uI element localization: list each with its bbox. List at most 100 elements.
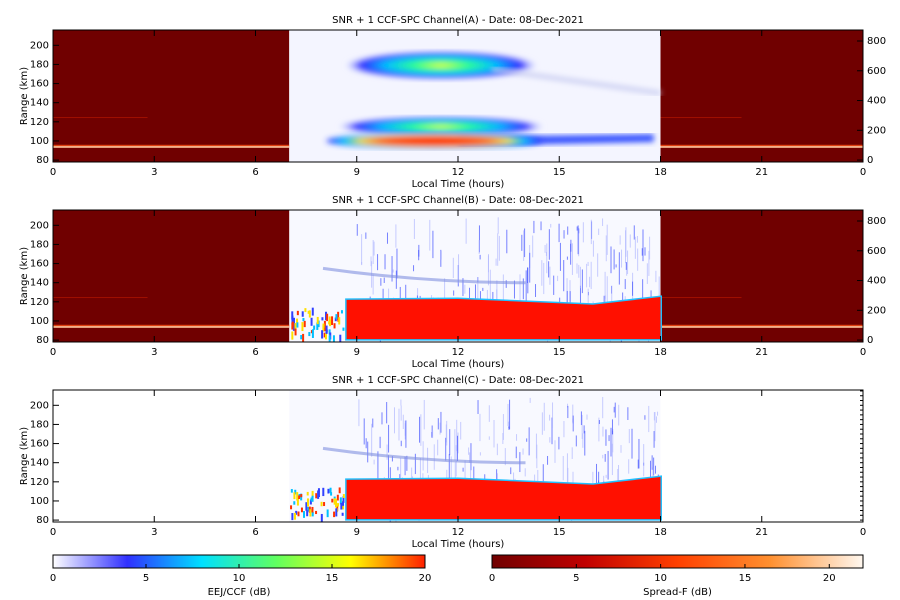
spread-streak (660, 326, 863, 328)
noise (392, 269, 394, 273)
noise (391, 256, 393, 282)
noise (608, 435, 610, 442)
noise (292, 317, 295, 327)
echo (346, 477, 661, 520)
noise (606, 276, 608, 306)
noise (650, 460, 652, 481)
x-tick-label: 3 (151, 167, 157, 178)
noise (316, 316, 319, 325)
noise (315, 510, 318, 515)
noise (533, 220, 535, 234)
noise (365, 438, 367, 449)
noise (496, 280, 498, 300)
noise (420, 414, 422, 446)
colorbar-tick-label: 0 (50, 573, 56, 584)
noise (381, 412, 383, 425)
y-tick-label: 120 (30, 477, 49, 488)
y-tick-label: 120 (30, 297, 49, 308)
x-axis-label: Local Time (hours) (412, 539, 505, 550)
x-tick-label: 0 (50, 347, 56, 358)
noise (293, 492, 296, 500)
noise (399, 286, 401, 305)
noise (633, 225, 635, 240)
noise (618, 252, 620, 285)
noise (543, 402, 545, 431)
noise (432, 230, 434, 259)
noise (377, 254, 379, 271)
noise (437, 418, 439, 430)
noise (545, 251, 547, 256)
noise (559, 242, 561, 271)
noise (396, 248, 398, 279)
noise (524, 468, 526, 477)
noise (386, 402, 388, 424)
noise (570, 243, 572, 265)
noise (372, 239, 374, 265)
noise (308, 310, 311, 318)
noise (342, 327, 345, 331)
noise (567, 405, 569, 419)
noise (613, 406, 615, 413)
colorbar-tick-label: 10 (233, 573, 246, 584)
noise (567, 226, 569, 235)
noise (304, 308, 307, 313)
noise (413, 219, 415, 239)
y2-tick-label: 600 (867, 246, 886, 257)
noise (323, 332, 326, 338)
noise (323, 320, 326, 329)
y2-tick-label: 400 (867, 276, 886, 287)
y-tick-label: 180 (30, 59, 49, 70)
noise (470, 461, 472, 493)
noise (306, 498, 309, 507)
noise (373, 241, 375, 256)
noise (395, 270, 397, 289)
x-tick-label: 0 (860, 167, 866, 178)
x-tick-label: 15 (553, 527, 566, 538)
x-tick-label: 21 (755, 167, 768, 178)
noise (311, 506, 314, 513)
noise (367, 441, 369, 463)
y-tick-label: 100 (30, 136, 49, 147)
noise (550, 223, 552, 228)
noise (516, 434, 518, 441)
noise (326, 313, 329, 322)
echo (339, 116, 543, 137)
noise (610, 427, 612, 457)
noise (423, 399, 425, 430)
x-tick-label: 9 (354, 167, 360, 178)
noise (331, 316, 334, 326)
noise (433, 444, 435, 470)
y-tick-label: 80 (36, 515, 49, 526)
colorbar-tick-label: 10 (654, 573, 667, 584)
noise (478, 240, 480, 254)
noise (571, 243, 573, 275)
noise (615, 264, 617, 268)
noise (541, 260, 543, 286)
noise (586, 414, 588, 420)
noise (629, 234, 631, 248)
noise (497, 217, 499, 234)
noise (618, 465, 620, 496)
noise (294, 323, 297, 332)
noise (404, 456, 406, 476)
noise (316, 322, 319, 330)
noise (610, 246, 612, 274)
noise (569, 291, 571, 308)
panel-title: SNR + 1 CCF-SPC Channel(C) - Date: 08-De… (332, 375, 584, 386)
noise (317, 490, 320, 499)
noise (604, 453, 606, 462)
noise (418, 249, 420, 261)
noise (602, 218, 604, 227)
x-tick-label: 0 (50, 527, 56, 538)
noise (487, 255, 489, 286)
x-tick-label: 18 (654, 347, 667, 358)
panel-title: SNR + 1 CCF-SPC Channel(A) - Date: 08-De… (332, 15, 584, 26)
noise (631, 428, 633, 459)
noise (328, 321, 331, 325)
panel-title: SNR + 1 CCF-SPC Channel(B) - Date: 08-De… (332, 195, 584, 206)
noise (465, 218, 467, 244)
noise (637, 248, 639, 271)
y-tick-label: 100 (30, 316, 49, 327)
noise (496, 469, 498, 487)
colorbar-tick-label: 0 (489, 573, 495, 584)
